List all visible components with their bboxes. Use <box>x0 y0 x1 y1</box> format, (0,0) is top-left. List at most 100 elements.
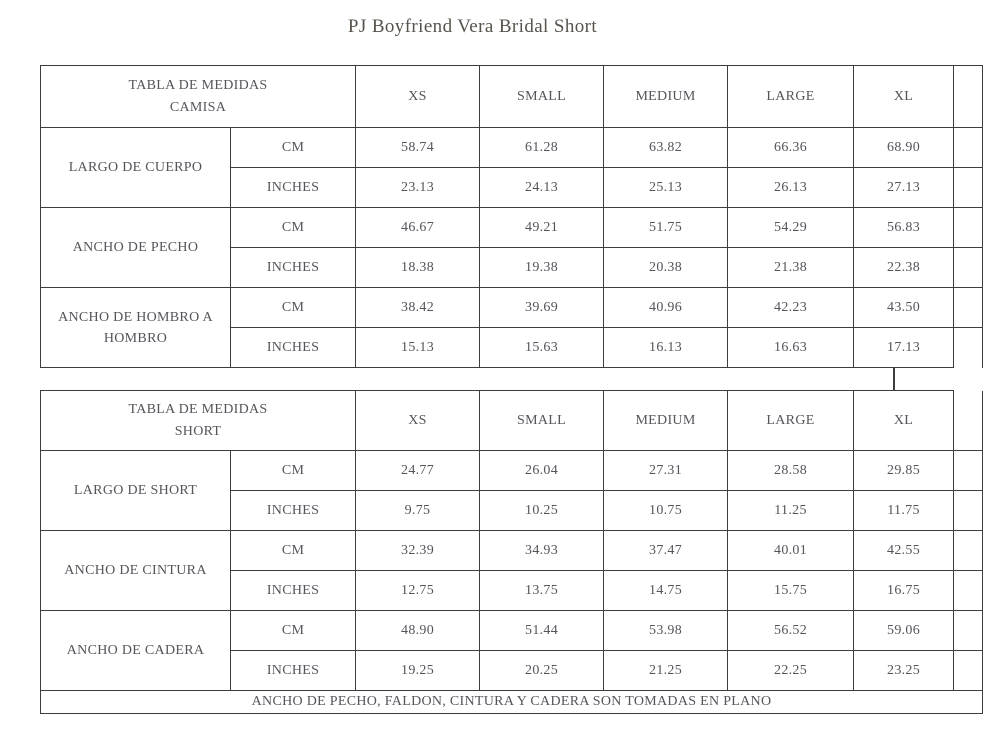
unit-label-cm: CM <box>229 610 357 651</box>
value-cell: 19.38 <box>479 247 605 288</box>
row-label-ancho-de-pecho: ANCHO DE PECHO <box>40 207 231 288</box>
row-label-ancho-de-hombro: ANCHO DE HOMBRO A HOMBRO <box>40 287 231 368</box>
value-cell: 48.90 <box>355 610 481 651</box>
value-cell: 32.39 <box>355 530 481 571</box>
value-cell: 11.25 <box>727 490 855 531</box>
value-cell: 16.75 <box>853 570 955 611</box>
value-cell: 23.13 <box>355 167 481 208</box>
unit-label-inches: INCHES <box>229 490 357 531</box>
unit-label-inches: INCHES <box>229 327 357 368</box>
value-cell: 59.06 <box>853 610 955 651</box>
unit-label-inches: INCHES <box>229 650 357 691</box>
table-row: INCHES 18.38 19.38 20.38 21.38 22.38 <box>41 247 984 288</box>
unit-label-inches: INCHES <box>229 167 357 208</box>
table-row: INCHES 19.25 20.25 21.25 22.25 23.25 <box>41 650 984 691</box>
value-cell: 56.83 <box>853 207 955 248</box>
unit-label-cm: CM <box>229 450 357 491</box>
table-title-line2: CAMISA <box>169 99 227 115</box>
value-cell: 29.85 <box>853 450 955 491</box>
table-title-line1: TABLA DE MEDIDAS <box>128 77 268 93</box>
row-label-largo-de-cuerpo: LARGO DE CUERPO <box>40 127 231 208</box>
value-cell: 27.13 <box>853 167 955 208</box>
empty-cell <box>953 390 984 451</box>
page-title: PJ Boyfriend Vera Bridal Short <box>347 16 598 37</box>
value-cell: 54.29 <box>727 207 855 248</box>
unit-label-inches: INCHES <box>229 570 357 611</box>
value-cell: 26.04 <box>479 450 605 491</box>
value-cell: 51.75 <box>603 207 729 248</box>
value-cell: 68.90 <box>853 127 955 168</box>
value-cell: 56.52 <box>727 610 855 651</box>
value-cell: 40.01 <box>727 530 855 571</box>
empty-cell <box>953 287 984 328</box>
value-cell: 66.36 <box>727 127 855 168</box>
empty-cell <box>953 530 984 571</box>
value-cell: 24.13 <box>479 167 605 208</box>
size-column-header-small: SMALL <box>479 390 605 451</box>
unit-label-inches: INCHES <box>229 247 357 288</box>
camisa-header-row: TABLA DE MEDIDAS CAMISA XS SMALL MEDIUM … <box>39 65 984 128</box>
row-label-largo-de-short: LARGO DE SHORT <box>40 450 231 531</box>
empty-cell <box>953 207 984 248</box>
row-label-ancho-de-cadera: ANCHO DE CADERA <box>40 610 231 691</box>
empty-cell <box>953 450 984 491</box>
empty-cell <box>953 127 984 168</box>
value-cell: 12.75 <box>355 570 481 611</box>
value-cell: 20.25 <box>479 650 605 691</box>
table-row: INCHES 12.75 13.75 14.75 15.75 16.75 <box>41 570 984 611</box>
table-title-line2: SHORT <box>174 423 222 439</box>
value-cell: 18.38 <box>355 247 481 288</box>
empty-cell <box>953 490 984 531</box>
unit-label-cm: CM <box>229 287 357 328</box>
value-cell: 24.77 <box>355 450 481 491</box>
value-cell: 20.38 <box>603 247 729 288</box>
value-cell: 40.96 <box>603 287 729 328</box>
value-cell: 51.44 <box>479 610 605 651</box>
value-cell: 13.75 <box>479 570 605 611</box>
size-column-header-xs: XS <box>355 65 481 128</box>
size-column-header-medium: MEDIUM <box>603 390 729 451</box>
size-column-header-small: SMALL <box>479 65 605 128</box>
value-cell: 21.25 <box>603 650 729 691</box>
value-cell: 46.67 <box>355 207 481 248</box>
value-cell: 63.82 <box>603 127 729 168</box>
value-cell: 16.63 <box>727 327 855 368</box>
empty-cell <box>953 327 984 368</box>
value-cell: 61.28 <box>479 127 605 168</box>
table-row: ANCHO DE PECHO CM 46.67 49.21 51.75 54.2… <box>40 207 984 288</box>
table-row: ANCHO DE CINTURA CM 32.39 34.93 37.47 40… <box>40 530 984 611</box>
empty-cell <box>953 650 984 691</box>
camisa-table-title: TABLA DE MEDIDAS CAMISA <box>39 65 357 128</box>
value-cell: 10.25 <box>479 490 605 531</box>
value-cell: 15.63 <box>479 327 605 368</box>
unit-label-cm: CM <box>229 127 357 168</box>
row-label-ancho-de-cintura: ANCHO DE CINTURA <box>40 530 231 611</box>
empty-cell <box>953 570 984 611</box>
value-cell: 34.93 <box>479 530 605 571</box>
table-row: INCHES 9.75 10.25 10.75 11.25 11.75 <box>41 490 984 531</box>
size-column-header-large: LARGE <box>727 65 855 128</box>
empty-cell <box>953 610 984 651</box>
value-cell: 42.23 <box>727 287 855 328</box>
unit-label-cm: CM <box>229 207 357 248</box>
table-row: ANCHO DE CADERA CM 48.90 51.44 53.98 56.… <box>40 610 984 691</box>
size-column-header-xl: XL <box>853 390 955 451</box>
table-row: INCHES 23.13 24.13 25.13 26.13 27.13 <box>41 167 984 208</box>
footer-note: ANCHO DE PECHO, FALDON, CINTURA Y CADERA… <box>39 690 984 714</box>
footer-row: ANCHO DE PECHO, FALDON, CINTURA Y CADERA… <box>39 690 984 714</box>
empty-cell <box>953 247 984 288</box>
size-column-header-xs: XS <box>355 390 481 451</box>
value-cell: 39.69 <box>479 287 605 328</box>
value-cell: 15.75 <box>727 570 855 611</box>
value-cell: 22.25 <box>727 650 855 691</box>
value-cell: 28.58 <box>727 450 855 491</box>
value-cell: 25.13 <box>603 167 729 208</box>
value-cell: 19.25 <box>355 650 481 691</box>
value-cell: 58.74 <box>355 127 481 168</box>
value-cell: 11.75 <box>853 490 955 531</box>
table-row: INCHES 15.13 15.63 16.13 16.63 17.13 <box>41 327 984 368</box>
short-header-row: TABLA DE MEDIDAS SHORT XS SMALL MEDIUM L… <box>39 390 984 451</box>
value-cell: 27.31 <box>603 450 729 491</box>
table-row: LARGO DE CUERPO CM 58.74 61.28 63.82 66.… <box>40 127 984 208</box>
